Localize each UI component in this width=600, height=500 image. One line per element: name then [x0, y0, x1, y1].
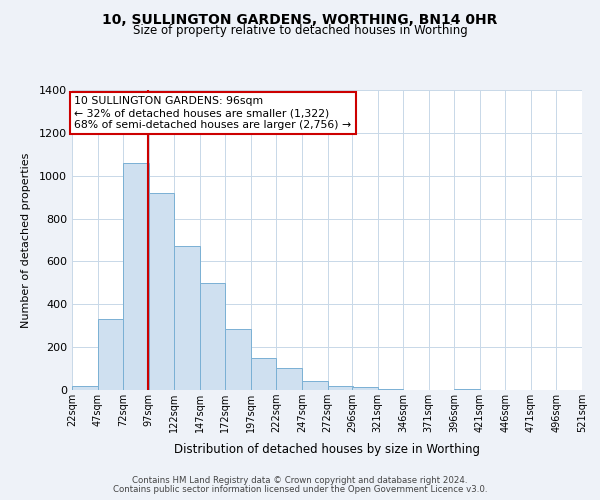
- Bar: [174, 246, 200, 390]
- Text: Distribution of detached houses by size in Worthing: Distribution of detached houses by size …: [174, 442, 480, 456]
- Bar: [302, 382, 328, 390]
- Bar: [226, 329, 251, 390]
- Text: Contains HM Land Registry data © Crown copyright and database right 2024.: Contains HM Land Registry data © Crown c…: [132, 476, 468, 485]
- Bar: [277, 368, 302, 390]
- Bar: [149, 193, 174, 390]
- Bar: [251, 358, 277, 390]
- Bar: [98, 320, 123, 390]
- Text: 10 SULLINGTON GARDENS: 96sqm
← 32% of detached houses are smaller (1,322)
68% of: 10 SULLINGTON GARDENS: 96sqm ← 32% of de…: [74, 96, 351, 130]
- Text: Contains public sector information licensed under the Open Government Licence v3: Contains public sector information licen…: [113, 485, 487, 494]
- Y-axis label: Number of detached properties: Number of detached properties: [20, 152, 31, 328]
- Text: Size of property relative to detached houses in Worthing: Size of property relative to detached ho…: [133, 24, 467, 37]
- Bar: [200, 283, 226, 390]
- Bar: [352, 387, 377, 390]
- Bar: [454, 389, 480, 390]
- Bar: [377, 389, 403, 390]
- Text: 10, SULLINGTON GARDENS, WORTHING, BN14 0HR: 10, SULLINGTON GARDENS, WORTHING, BN14 0…: [103, 12, 497, 26]
- Bar: [328, 386, 353, 390]
- Bar: [123, 163, 149, 390]
- Bar: [72, 386, 98, 390]
